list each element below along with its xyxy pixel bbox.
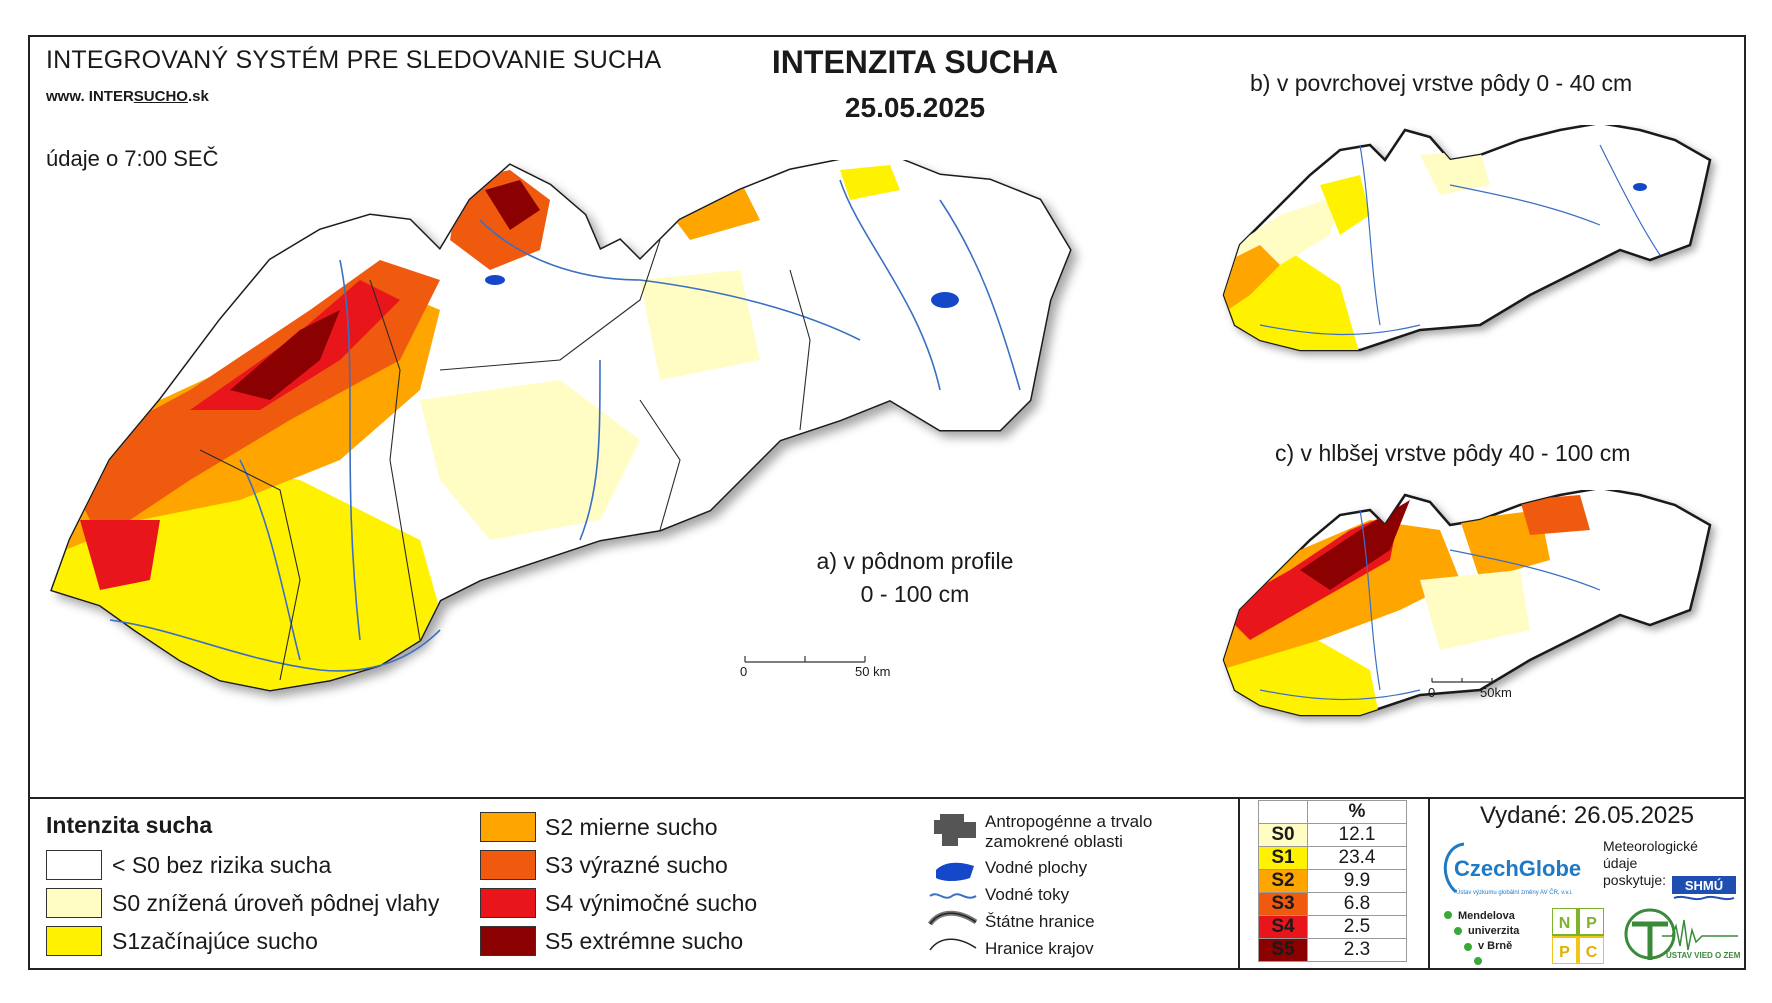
svg-text:univerzita: univerzita <box>1468 925 1520 937</box>
legend-divider <box>1428 797 1430 970</box>
symbol-legend-icons <box>928 814 978 951</box>
percent-table: % S0 12.1 S1 23.4 S2 9.9 S3 6.8 S4 2.5 S5 2.3 <box>1258 800 1407 962</box>
percent-class-s0: S0 <box>1258 823 1308 847</box>
legend-swatch-s1 <box>46 926 102 956</box>
svg-text:v Brně: v Brně <box>1478 940 1512 952</box>
surface-layer-map <box>1222 125 1712 352</box>
deep-layer-map <box>1222 490 1712 717</box>
percent-value-s2: 9.9 <box>1307 869 1407 893</box>
page-title: INTENZITA SUCHA <box>771 44 1059 80</box>
legend-label-s2: S2 mierne sucho <box>545 814 718 840</box>
scale-main-end: 50 km <box>855 664 891 679</box>
legend-label-s5: S5 extrémne sucho <box>545 928 744 954</box>
scale-small-zero: 0 <box>1428 685 1436 700</box>
percent-value-s3: 6.8 <box>1307 892 1407 916</box>
symbol-label-water: Vodné plochy <box>985 858 1088 877</box>
legend-title: Intenzita sucha <box>46 812 213 838</box>
scale-bar-main <box>744 656 866 663</box>
shmu-logo: SHMÚ <box>1672 876 1736 901</box>
percent-value-s0: 12.1 <box>1307 823 1407 847</box>
legend-swatch-s0 <box>46 888 102 918</box>
map-frame <box>28 35 1746 970</box>
legend-label-s0: S0 znížená úroveň pôdnej vlahy <box>112 890 440 916</box>
legend-swatch-s4 <box>480 888 536 918</box>
website-link[interactable]: www. INTERSUCHO.sk <box>46 88 209 105</box>
nppc-logo: N P P C <box>1552 908 1604 964</box>
percent-header: % <box>1307 800 1407 824</box>
percent-class-s5: S5 <box>1258 938 1308 962</box>
urban-area-icon <box>934 814 976 846</box>
legend-divider <box>1238 797 1240 970</box>
symbol-label-region-border: Hranice krajov <box>985 939 1094 958</box>
legend-swatch-s5 <box>480 926 536 956</box>
legend-label-s4: S4 výnimočné sucho <box>545 890 758 916</box>
data-time-note: údaje o 7:00 SEČ <box>46 146 219 171</box>
water-body-icon <box>936 862 974 881</box>
scale-small-end: 50km <box>1480 685 1512 700</box>
region-border-icon <box>929 938 977 951</box>
legend-label-lt-s0: < S0 bez rizika sucha <box>112 852 332 878</box>
map-a-caption: a) v pôdnom profile 0 - 100 cm <box>816 548 1014 607</box>
issued-date: Vydané: 26.05.2025 <box>1480 802 1694 829</box>
main-drought-map <box>50 160 1072 692</box>
scale-main-zero: 0 <box>740 664 748 679</box>
legend-label-s3: S3 výrazné sucho <box>545 852 728 878</box>
svg-text:P: P <box>1586 915 1597 932</box>
czechglobe-logo: CzechGlobe Ústav výzkumu globální změny … <box>1443 842 1581 896</box>
map-date: 25.05.2025 <box>844 92 986 123</box>
svg-text:SHMÚ: SHMÚ <box>1685 878 1723 893</box>
svg-text:Mendelova: Mendelova <box>1458 910 1516 922</box>
system-title: INTEGROVANÝ SYSTÉM PRE SLEDOVANIE SUCHA <box>46 46 662 74</box>
river-icon <box>929 893 977 899</box>
percent-value-s5: 2.3 <box>1307 938 1407 962</box>
legend-swatch-s2 <box>480 812 536 842</box>
map-c-caption: c) v hlbšej vrstve pôdy 40 - 100 cm <box>1275 440 1631 466</box>
symbol-label-state-border: Štátne hranice <box>985 912 1095 931</box>
svg-text:C: C <box>1586 944 1598 961</box>
legend-swatch-lt-s0 <box>46 850 102 880</box>
legend-label-s1: S1začínajúce sucho <box>112 928 318 954</box>
percent-class-s3: S3 <box>1258 892 1308 916</box>
percent-class-s4: S4 <box>1258 915 1308 939</box>
percent-class-s1: S1 <box>1258 846 1308 870</box>
svg-text:CzechGlobe: CzechGlobe <box>1454 856 1581 881</box>
symbol-label-urban: Antropogénne a trvalo zamokrené oblasti <box>985 812 1153 851</box>
percent-class-s2: S2 <box>1258 869 1308 893</box>
meteo-provider-note: Meteorologické údaje poskytuje: <box>1603 838 1698 888</box>
legend-area <box>28 797 1746 972</box>
scale-bar-small <box>1431 678 1493 683</box>
svg-text:Ústav výzkumu globální změny A: Ústav výzkumu globální změny AV ČR, v.v.… <box>1456 889 1573 896</box>
mendel-university-logo: Mendelova univerzita v Brně <box>1444 910 1520 965</box>
svg-text:P: P <box>1559 944 1570 961</box>
svg-text:ÚSTAV VIED O ZEMI: ÚSTAV VIED O ZEMI <box>1666 951 1740 960</box>
map-b-caption: b) v povrchovej vrstve pôdy 0 - 40 cm <box>1250 70 1633 96</box>
percent-value-s4: 2.5 <box>1307 915 1407 939</box>
symbol-label-rivers: Vodné toky <box>985 885 1070 904</box>
earth-science-institute-logo: ÚSTAV VIED O ZEMI <box>1624 908 1740 960</box>
svg-text:N: N <box>1559 915 1571 932</box>
legend-swatch-s3 <box>480 850 536 880</box>
percent-value-s1: 23.4 <box>1307 846 1407 870</box>
